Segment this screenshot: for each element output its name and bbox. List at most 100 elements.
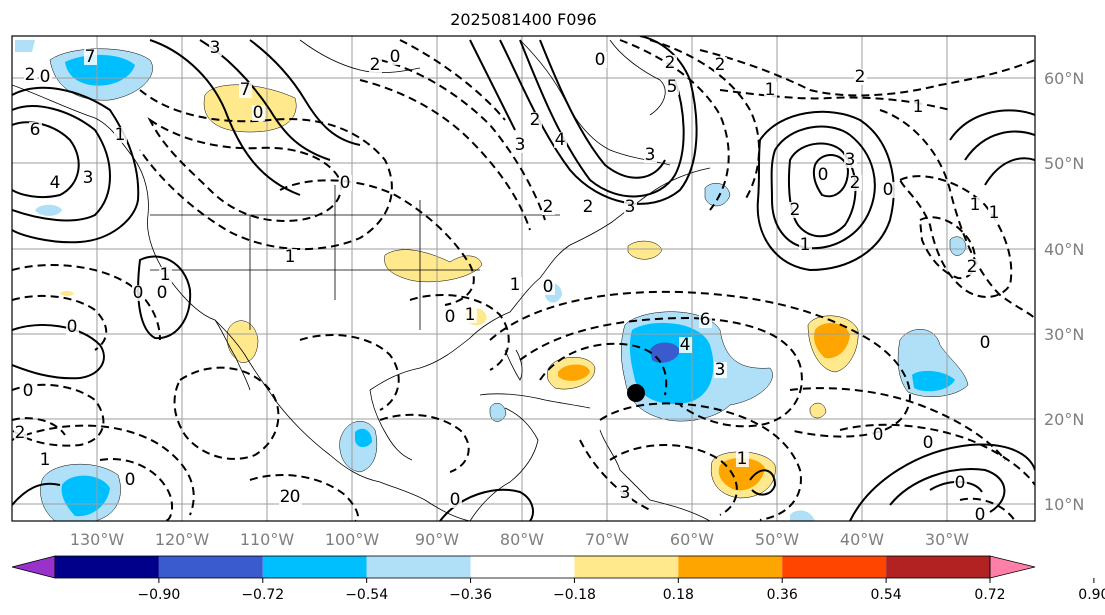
colorbar-tick-label: −0.72: [241, 587, 284, 603]
map-frame: [11, 35, 1036, 522]
latitude-label: 10°N: [1044, 495, 1084, 514]
contour-value-label: 3: [83, 168, 94, 188]
contour-value-label: 3: [620, 483, 631, 503]
longitude-labels: 130°W 120°W 110°W 100°W 90°W 80°W 70°W 60°W 50°W…: [70, 530, 969, 549]
contour-value-label: 3: [210, 38, 221, 58]
colorbar-tick-label: 0.54: [871, 587, 902, 603]
contour-value-label: 0: [253, 103, 264, 123]
longitude-label: 120°W: [155, 530, 210, 549]
contour-value-label: 0: [595, 50, 606, 70]
colorbar-bin: [574, 556, 679, 578]
contour-value-label: 6: [30, 120, 41, 140]
contour-value-label: 3: [645, 145, 656, 165]
contour-value-label: 0: [125, 470, 136, 490]
shade-negative: [489, 402, 507, 422]
shade-positive-strong: [558, 364, 590, 381]
contour-value-label: 1: [40, 450, 51, 470]
colorbar-tick-label: 0.72: [974, 587, 1005, 603]
shade-negative: [949, 236, 967, 256]
shade-positive: [809, 402, 827, 419]
contour-value-label: 3: [715, 360, 726, 380]
shade-positive-strong: [814, 323, 850, 359]
contour-value-label: 2: [25, 65, 36, 85]
shade-positive-strong: [718, 457, 765, 491]
contour-value-label: 1: [765, 80, 776, 100]
contour-value-label: 2: [855, 67, 866, 87]
contour-value-label: 0: [340, 173, 351, 193]
colorbar-tick-label: 0.18: [663, 587, 694, 603]
colorbar-tick-label: −0.54: [345, 587, 388, 603]
contour-value-label: 3: [515, 135, 526, 155]
contour-value-label: 0: [980, 333, 991, 353]
shading-layer: [15, 40, 969, 521]
colorbar-bin: [262, 556, 367, 578]
contour-value-label: 2: [850, 173, 861, 193]
coastlines: [12, 39, 711, 521]
longitude-label: 130°W: [70, 530, 125, 549]
contour-value-label: 2: [665, 53, 676, 73]
shade-negative-strong: [61, 475, 110, 517]
colorbar-tick-label: 0.90: [1078, 587, 1105, 603]
longitude-label: 80°W: [500, 530, 544, 549]
colorbar-tick-label: 0.36: [767, 587, 798, 603]
colorbar-bin: [782, 556, 887, 578]
longitude-label: 50°W: [755, 530, 799, 549]
contour-value-label: 1: [115, 125, 126, 145]
colorbar-tick-label: −0.36: [449, 587, 492, 603]
contour-value-label: 0: [40, 67, 51, 87]
contour-value-label: 0: [450, 490, 461, 510]
contour-value-label: 4: [50, 173, 61, 193]
longitude-label: 60°W: [670, 530, 714, 549]
colorbar-bin: [678, 556, 783, 578]
contour-value-label: 1: [989, 203, 1000, 223]
shade-positive: [627, 240, 663, 260]
colorbar-bin: [158, 556, 263, 578]
storm-position-marker: [627, 384, 645, 402]
colorbar: −0.90 −0.72 −0.54 −0.36 −0.18 0.18 0.36 0.54 0.7…: [11, 555, 1105, 603]
colorbar-bin: [470, 556, 575, 578]
shade-positive: [60, 290, 74, 297]
colorbar-bin: [55, 556, 159, 578]
contour-value-label: 1: [510, 275, 521, 295]
contour-value-label: 2: [530, 110, 541, 130]
latitude-label: 60°N: [1044, 69, 1084, 88]
longitude-label: 70°W: [585, 530, 629, 549]
contour-value-label: 7: [240, 80, 251, 100]
contour-value-label: 0: [157, 283, 168, 303]
shade-negative: [790, 510, 815, 521]
colorbar-bin: [366, 556, 471, 578]
contour-value-label: 4: [680, 335, 691, 355]
colorbar-extend-low: [11, 555, 56, 579]
longitude-label: 40°W: [840, 530, 884, 549]
longitude-label: 90°W: [415, 530, 459, 549]
contour-lines-negative: [12, 39, 1035, 521]
colorbar-tick-label: −0.90: [137, 587, 180, 603]
contour-value-label: 0: [955, 473, 966, 493]
shade-positive: [226, 320, 259, 363]
longitude-label: 30°W: [925, 530, 969, 549]
latitude-label: 50°N: [1044, 154, 1084, 173]
shade-negative: [15, 40, 35, 52]
contour-value-label: 5: [667, 77, 678, 97]
contour-value-label: 0: [133, 283, 144, 303]
contour-value-label: 1: [160, 265, 171, 285]
latitude-label: 40°N: [1044, 240, 1084, 259]
contour-value-label: 0: [883, 180, 894, 200]
map-title: 2025081400 F096: [450, 10, 597, 29]
contour-value-label: 2: [370, 55, 381, 75]
contour-value-label: 1: [465, 305, 476, 325]
shade-negative: [704, 183, 731, 207]
shade-positive: [384, 249, 483, 283]
colorbar-extend-high: [989, 555, 1036, 579]
contour-value-label: 0: [67, 317, 78, 337]
shade-negative-strong: [629, 322, 714, 404]
contour-value-label: 1: [913, 97, 924, 117]
shade-negative-strong: [355, 428, 372, 448]
contour-value-label: 0: [873, 425, 884, 445]
contour-value-label: 7: [85, 47, 96, 67]
contour-value-label: 6: [700, 310, 711, 330]
contour-value-label: 2: [543, 197, 554, 217]
contour-value-label: 1: [800, 235, 811, 255]
